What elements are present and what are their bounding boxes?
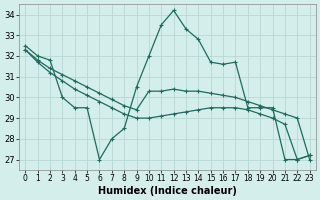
X-axis label: Humidex (Indice chaleur): Humidex (Indice chaleur) (98, 186, 237, 196)
